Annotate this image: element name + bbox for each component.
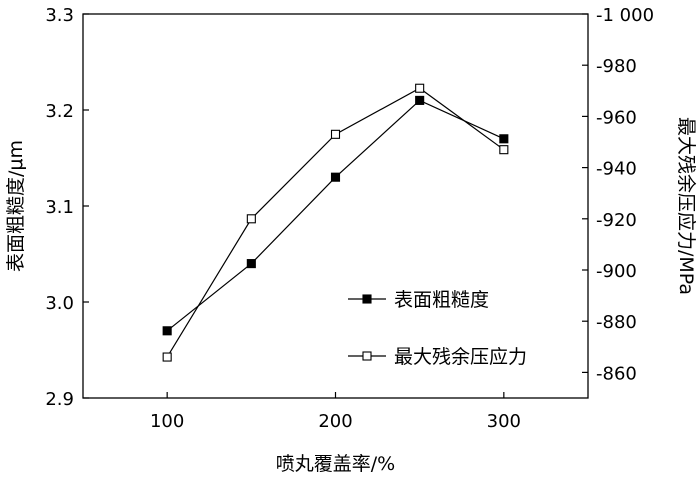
x-axis-label: 喷丸覆盖率/% [276, 453, 395, 475]
left-y-tick-label: 3.1 [45, 197, 74, 218]
data-point-open-square [499, 145, 509, 155]
data-point-filled-square [499, 134, 509, 144]
right-y-tick-label: -940 [596, 159, 637, 180]
legend-label: 最大残余压应力 [394, 346, 527, 368]
right-y-tick-label: -900 [596, 261, 637, 282]
right-y-axis-label: 最大残余压应力/MPa [675, 117, 697, 295]
data-point-filled-square [246, 259, 256, 269]
plot-area-frame [82, 13, 589, 399]
data-point-open-square [330, 129, 341, 139]
x-tick-label: 200 [318, 411, 352, 432]
data-point-open-square [246, 214, 256, 224]
legend-marker-filled-square [362, 294, 372, 304]
left-y-tick-label: 3.0 [45, 293, 74, 314]
legend: 表面粗糙度 最大残余压应力 [348, 289, 527, 368]
x-tick-label: 100 [150, 411, 184, 432]
data-point-filled-square [330, 172, 341, 182]
right-y-tick-label: -960 [596, 107, 637, 128]
series-line-max-residual-stress [166, 87, 505, 358]
left-y-tick-label: 3.2 [45, 101, 74, 122]
x-tick-label: 300 [487, 411, 521, 432]
data-point-filled-square [162, 326, 172, 336]
right-y-tick-label: -880 [596, 312, 637, 333]
right-y-tick-label: -1 000 [596, 5, 654, 26]
data-point-open-square [415, 83, 425, 93]
left-y-tick-label: 2.9 [45, 389, 74, 410]
legend-label: 表面粗糙度 [394, 289, 489, 311]
right-y-tick-label: -920 [596, 210, 637, 231]
data-point-open-square [162, 352, 172, 362]
left-y-tick-label: 3.3 [45, 5, 74, 26]
left-y-axis-label: 表面粗糙度/μm [5, 140, 27, 272]
right-y-tick-label: -980 [596, 56, 637, 77]
right-y-tick-label: -860 [596, 363, 637, 384]
legend-item-surface-roughness: 表面粗糙度 [348, 289, 489, 311]
data-point-filled-square [415, 95, 425, 105]
legend-marker-open-square [362, 351, 372, 361]
legend-item-max-residual-stress: 最大残余压应力 [348, 346, 527, 368]
